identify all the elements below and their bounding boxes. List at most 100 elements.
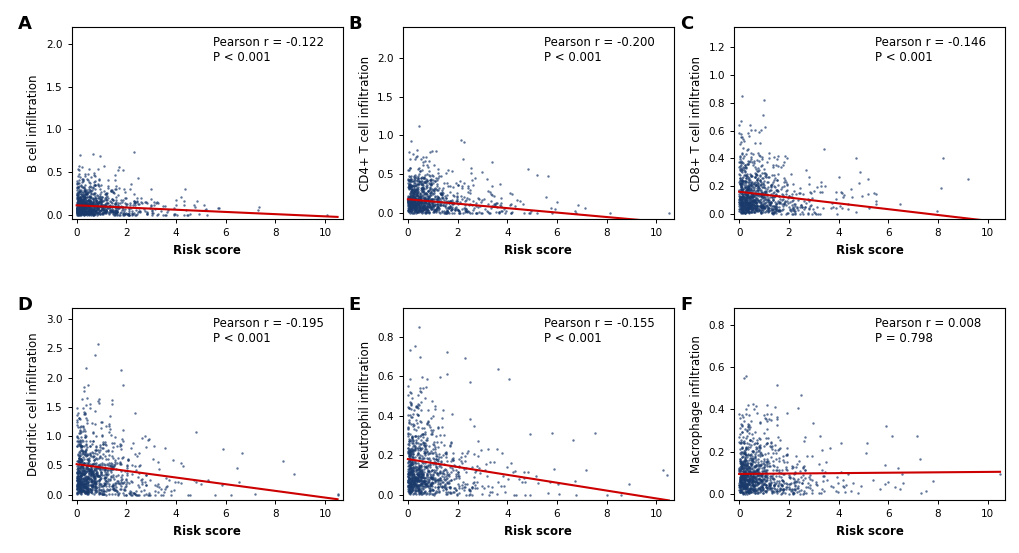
Point xyxy=(405,199,421,207)
Point xyxy=(437,194,453,202)
Point xyxy=(490,364,506,373)
Point xyxy=(732,438,748,447)
Point xyxy=(765,187,782,196)
Point xyxy=(70,454,87,463)
Point xyxy=(731,465,747,474)
Point xyxy=(741,186,757,195)
Point xyxy=(760,149,776,158)
Point xyxy=(759,207,775,216)
Point xyxy=(733,442,749,451)
Point xyxy=(827,195,844,204)
Point xyxy=(90,204,106,213)
Point xyxy=(420,466,436,474)
Point xyxy=(91,461,107,469)
Point xyxy=(732,485,748,494)
Point xyxy=(731,197,747,206)
Point xyxy=(746,427,762,436)
Point xyxy=(97,189,113,198)
Point xyxy=(749,447,765,456)
Point xyxy=(762,181,779,190)
Point xyxy=(411,477,427,486)
Point xyxy=(785,187,801,196)
Point xyxy=(773,183,790,192)
Point xyxy=(127,206,144,215)
Point xyxy=(423,478,439,487)
Point xyxy=(85,208,101,217)
Point xyxy=(98,206,114,215)
Point xyxy=(437,484,453,493)
Point xyxy=(738,488,754,497)
Point xyxy=(399,476,416,484)
Point xyxy=(75,483,92,492)
Point xyxy=(736,468,752,477)
Point xyxy=(409,463,425,472)
Point xyxy=(787,210,803,218)
Point xyxy=(76,203,93,212)
Point xyxy=(417,196,433,205)
Point xyxy=(93,195,109,204)
Point xyxy=(733,479,749,488)
Point xyxy=(779,196,795,205)
Point xyxy=(437,449,453,458)
Point xyxy=(413,184,429,192)
Point xyxy=(742,153,758,161)
Point xyxy=(77,463,94,472)
Point xyxy=(98,207,114,216)
Point xyxy=(83,201,99,210)
Point xyxy=(102,186,118,195)
Point xyxy=(146,197,162,206)
Point xyxy=(92,207,108,216)
Point xyxy=(790,189,806,197)
Point xyxy=(404,479,420,488)
Point xyxy=(736,194,752,203)
Point xyxy=(81,201,97,210)
Point xyxy=(96,207,112,216)
Point xyxy=(87,487,103,496)
Point xyxy=(746,205,762,213)
Point xyxy=(740,472,756,481)
Point xyxy=(733,478,749,487)
Point xyxy=(803,489,819,498)
Point xyxy=(87,481,103,490)
Point xyxy=(755,187,771,196)
Point xyxy=(449,180,466,189)
Point xyxy=(419,200,435,208)
Point xyxy=(736,208,752,217)
Point xyxy=(749,457,765,466)
Point xyxy=(759,205,775,213)
Point xyxy=(410,464,426,473)
Point xyxy=(464,479,480,488)
Point xyxy=(73,210,90,218)
Point xyxy=(86,471,102,479)
Point xyxy=(757,201,773,210)
Point xyxy=(757,173,773,181)
Point xyxy=(87,486,103,494)
Point xyxy=(736,461,752,469)
Point xyxy=(761,197,777,206)
Point xyxy=(450,208,467,217)
Point xyxy=(481,188,497,197)
Point xyxy=(443,454,460,463)
Point xyxy=(69,196,86,205)
Point xyxy=(741,463,757,472)
Point xyxy=(773,206,790,215)
Point xyxy=(86,204,102,212)
Point xyxy=(410,175,426,184)
Point xyxy=(69,198,86,207)
Point xyxy=(403,199,419,207)
Point xyxy=(737,447,753,456)
Point xyxy=(400,176,417,185)
Point xyxy=(70,450,87,459)
Point xyxy=(413,467,429,476)
Point xyxy=(737,174,753,183)
Point xyxy=(83,196,99,205)
Point xyxy=(792,200,808,209)
Point xyxy=(104,185,120,194)
Point xyxy=(773,481,790,489)
Point xyxy=(408,472,424,481)
Point xyxy=(419,204,435,212)
Point xyxy=(71,479,88,488)
Point xyxy=(449,206,466,215)
Point xyxy=(790,404,806,413)
Point xyxy=(734,197,750,206)
